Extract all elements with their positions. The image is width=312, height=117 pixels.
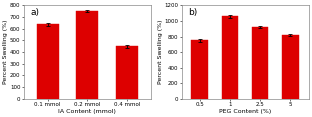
Bar [252,27,269,99]
X-axis label: PEG Content (%): PEG Content (%) [219,109,271,113]
Text: a): a) [30,8,39,17]
Text: b): b) [188,8,197,17]
Y-axis label: Percent Swelling (%): Percent Swelling (%) [3,20,8,84]
X-axis label: IA Content (mmol): IA Content (mmol) [58,109,116,113]
Bar [191,40,208,99]
Bar [76,11,98,99]
Bar [37,24,59,99]
Bar [116,46,138,99]
Bar [222,16,238,99]
Bar [282,35,299,99]
Y-axis label: Percent Swelling (%): Percent Swelling (%) [158,20,163,84]
